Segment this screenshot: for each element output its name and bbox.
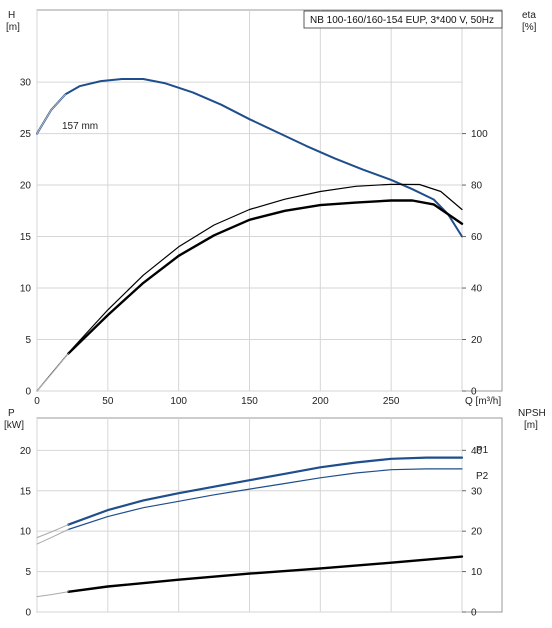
right-tick-label: 20 — [471, 527, 483, 538]
left-axis-unit-m: [m] — [6, 22, 20, 33]
right-tick-label: 60 — [471, 232, 483, 243]
x-tick-label: 0 — [34, 396, 40, 407]
top-series-group — [36, 78, 464, 392]
series-line-p2-ext — [36, 529, 69, 545]
series-line-eta-thin — [36, 183, 463, 392]
left-tick-label: 15 — [20, 486, 32, 497]
series-line-eta-ext — [36, 353, 69, 392]
head-efficiency-panel: 0 50 100 150 200 250051015202530020406080100 … — [6, 9, 537, 407]
series-line-h-ext — [36, 93, 66, 135]
left-tick-label: 10 — [20, 284, 32, 295]
left-tick-label: 5 — [25, 335, 31, 346]
right-tick-label: 0 — [471, 387, 477, 398]
right-tick-label: 20 — [471, 335, 483, 346]
right-tick-label: 10 — [471, 567, 483, 578]
bottom-tick-labels: 0 5 10 15 20 0 10 20 30 40 — [20, 446, 483, 619]
bottom-grid — [36, 418, 463, 613]
right-axis-unit-m: [m] — [524, 420, 538, 431]
top-plot-frame — [36, 9, 503, 392]
right-axis-title-npsh: NPSH — [518, 408, 546, 419]
series-line-npsh-ext — [36, 591, 69, 598]
right-tick-label: 40 — [471, 284, 483, 295]
left-tick-label: 15 — [20, 232, 32, 243]
left-tick-label: 25 — [20, 129, 32, 140]
x-tick-label: 100 — [170, 396, 187, 407]
series-line-h-curve — [36, 78, 463, 238]
right-tick-label: 80 — [471, 181, 483, 192]
series-line-p2 — [67, 468, 463, 531]
bottom-plot-frame — [36, 417, 503, 613]
series-line-npsh — [66, 555, 464, 593]
left-tick-label: 0 — [25, 387, 31, 398]
x-tick-label: 200 — [312, 396, 329, 407]
left-tick-label: 20 — [20, 181, 32, 192]
right-tick-label: 30 — [471, 486, 483, 497]
left-tick-label: 0 — [25, 608, 31, 619]
right-tick-label: 40 — [471, 446, 483, 457]
left-tick-label: 20 — [20, 446, 32, 457]
series-line-p1-ext — [36, 524, 69, 539]
legend-p2: P2 — [476, 471, 489, 482]
right-axis-unit-percent: [%] — [522, 22, 537, 33]
left-axis-title-p: P — [8, 408, 15, 419]
right-tick-label: 100 — [471, 129, 488, 140]
power-npsh-panel: 0 5 10 15 20 0 10 20 30 40 P [kW] NPSH [m] P1 P2 — [4, 408, 546, 619]
series-line-eta-thick — [66, 199, 464, 355]
x-axis-title: Q [m³/h] — [465, 396, 501, 407]
impeller-diameter-label: 157 mm — [62, 121, 98, 132]
chart-title-box — [303, 10, 503, 29]
top-tick-labels: 0 50 100 150 200 250 0 5 10 15 20 25 30 0 20 40 60 80 100 — [20, 78, 488, 407]
left-tick-label: 5 — [25, 567, 31, 578]
left-tick-label: 10 — [20, 527, 32, 538]
left-axis-title-h: H — [8, 10, 15, 21]
left-tick-label: 30 — [20, 78, 32, 89]
chart-title: NB 100-160/160-154 EUP, 3*400 V, 50Hz — [310, 15, 494, 26]
right-axis-title-eta: eta — [522, 10, 536, 21]
legend-p1: P1 — [476, 445, 489, 456]
bottom-series-group — [36, 456, 464, 598]
series-line-p1 — [67, 456, 464, 526]
x-tick-label: 250 — [383, 396, 400, 407]
right-tick-label: 0 — [471, 608, 477, 619]
x-tick-label: 50 — [102, 396, 114, 407]
x-tick-label: 150 — [241, 396, 258, 407]
left-axis-unit-kw: [kW] — [4, 420, 24, 431]
